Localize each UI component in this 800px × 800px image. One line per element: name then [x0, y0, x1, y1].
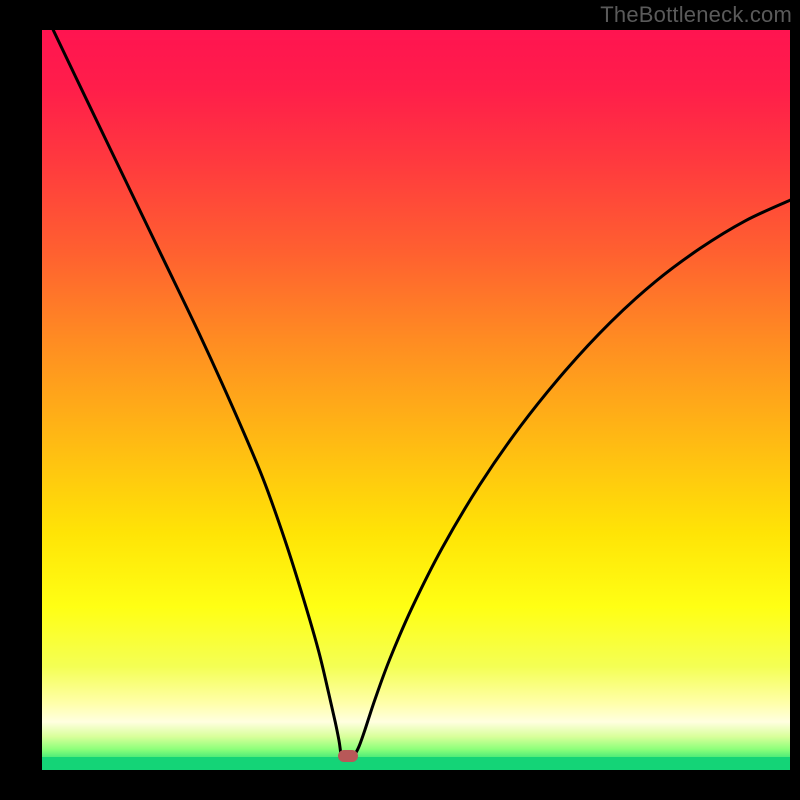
- green-baseline-band: [42, 757, 790, 770]
- plot-area: [42, 30, 790, 770]
- watermark-text: TheBottleneck.com: [600, 2, 792, 28]
- heat-gradient-background: [42, 30, 790, 770]
- optimum-marker: [338, 750, 358, 762]
